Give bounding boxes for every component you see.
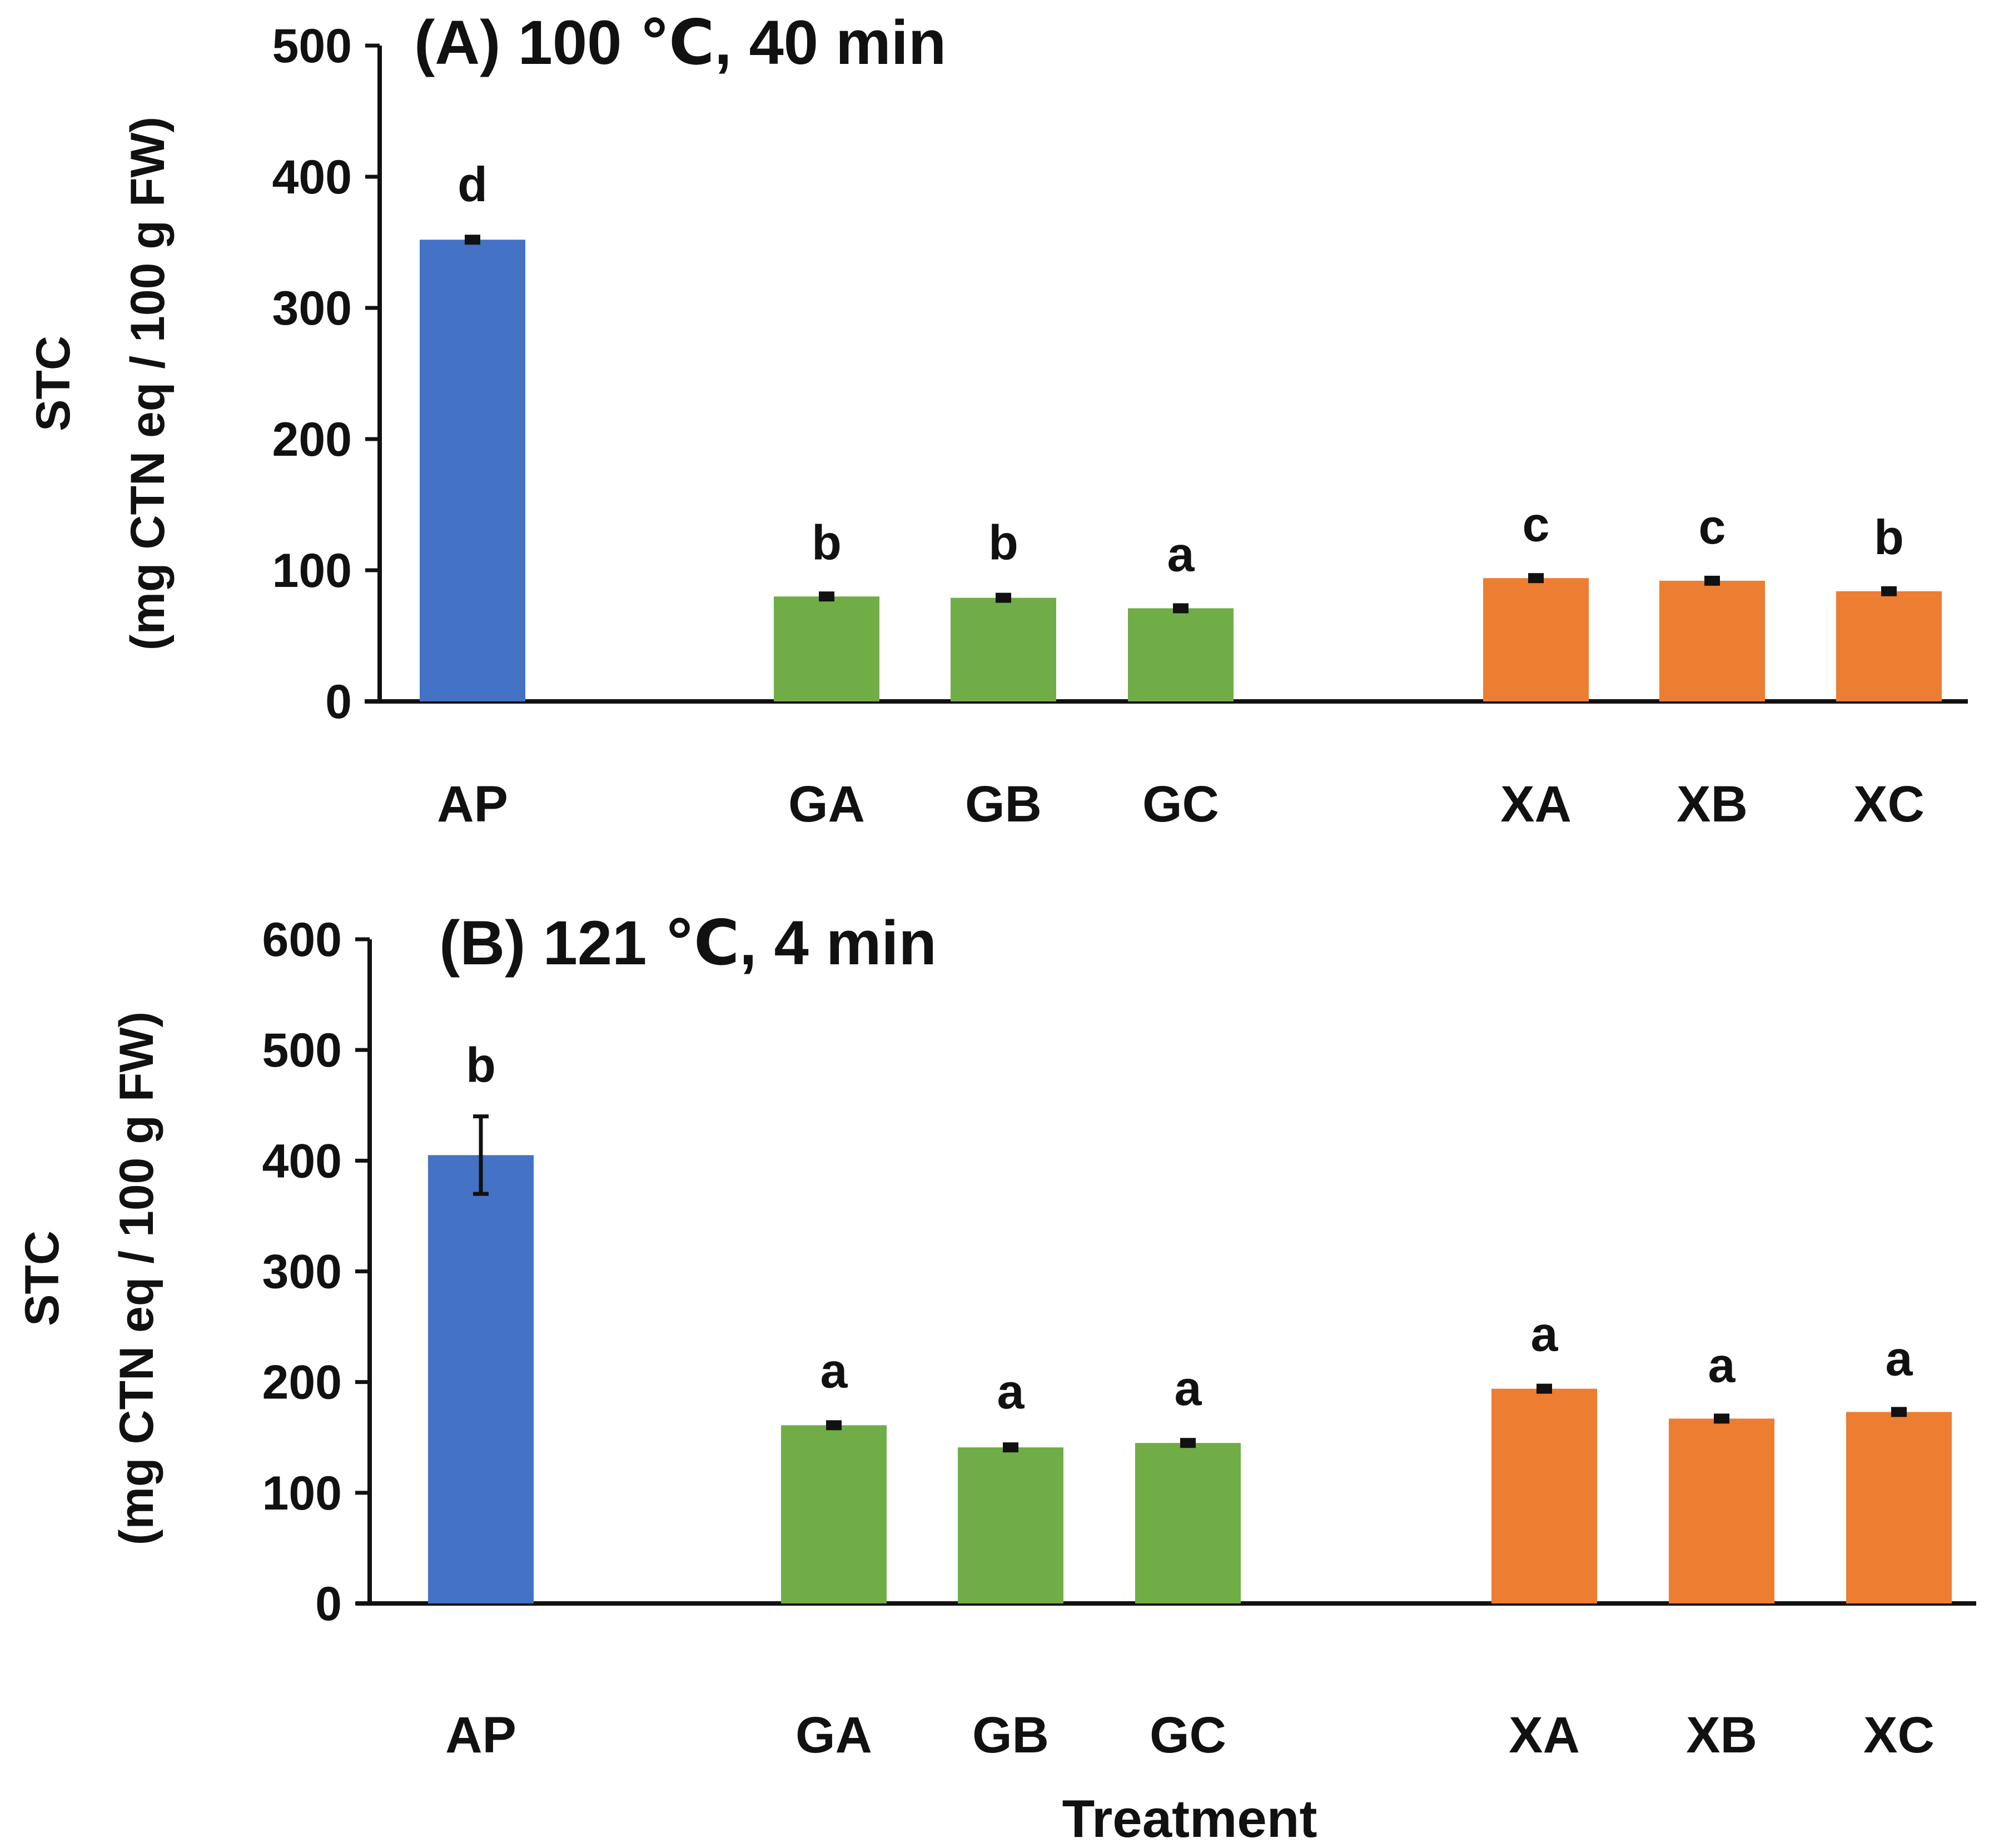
bar-ga <box>781 1425 887 1603</box>
significance-label-gb: a <box>997 1364 1025 1419</box>
y-tick-label: 0 <box>325 675 352 729</box>
error-bar-cap <box>1003 1442 1018 1453</box>
y-tick-label: 400 <box>262 1134 342 1188</box>
x-tick-label-xc: XC <box>1863 1707 1935 1764</box>
y-tick-label: 300 <box>262 1246 342 1299</box>
x-tick-label-xc: XC <box>1853 776 1925 833</box>
chart-panel-a: (A) 100 ℃, 40 min STC (mg CTN eq / 100 g… <box>27 8 1968 833</box>
y-axis-title-line-1: STC <box>16 1231 69 1326</box>
x-tick-label-ga: GA <box>795 1707 872 1764</box>
bar-ga <box>774 596 879 701</box>
x-tick-label-ga: GA <box>788 776 865 833</box>
bar-gb <box>951 597 1056 701</box>
error-bar-gb <box>1003 1442 1018 1453</box>
error-bar-cap <box>1180 1438 1196 1448</box>
error-bar-cap <box>819 591 834 602</box>
error-bar-xc <box>1891 1407 1907 1417</box>
x-tick-label-gb: GB <box>972 1707 1049 1764</box>
bar-gc <box>1135 1443 1241 1603</box>
bar-xb <box>1659 580 1765 701</box>
x-tick-label-xb: XB <box>1677 776 1748 833</box>
x-tick-label-xa: XA <box>1509 1707 1580 1764</box>
bar-xa <box>1491 1388 1597 1603</box>
error-bar-gc <box>1173 603 1189 614</box>
significance-label-xc: b <box>1874 510 1904 565</box>
bar-xb <box>1669 1418 1774 1603</box>
bar-xc <box>1846 1412 1952 1603</box>
x-tick-label-xa: XA <box>1500 776 1572 833</box>
chart-title: (A) 100 ℃, 40 min <box>414 8 946 77</box>
x-tick-label-gc: GC <box>1142 776 1219 833</box>
error-bar-ga <box>819 591 834 602</box>
y-tick-label: 500 <box>262 1024 342 1077</box>
x-tick-label-gb: GB <box>965 776 1042 833</box>
y-tick-label: 0 <box>315 1577 342 1631</box>
error-bar-cap <box>1528 573 1544 584</box>
y-tick-label: 600 <box>262 913 342 967</box>
y-tick-label: 200 <box>272 413 352 466</box>
error-bar-xc <box>1881 586 1897 596</box>
y-tick-label: 200 <box>262 1356 342 1409</box>
error-bar-cap <box>1173 603 1189 614</box>
bar-gc <box>1128 608 1234 701</box>
bar-xc <box>1836 591 1942 701</box>
error-bar-cap <box>1536 1383 1552 1394</box>
y-axis-title-line-2: (mg CTN eq / 100 g FW) <box>110 1012 163 1545</box>
y-axis-title-line-1: STC <box>27 336 80 431</box>
error-bar-cap <box>1704 575 1720 586</box>
bar-ap <box>420 240 525 701</box>
significance-label-ga: b <box>812 515 842 570</box>
x-tick-label-xb: XB <box>1686 1707 1757 1764</box>
x-tick-label-ap: AP <box>445 1707 516 1764</box>
x-tick-label-gc: GC <box>1150 1707 1226 1764</box>
y-tick-label: 100 <box>272 544 352 597</box>
y-tick-label: 500 <box>272 19 352 73</box>
significance-label-ap: b <box>466 1038 496 1093</box>
error-bar-gc <box>1180 1438 1196 1448</box>
x-tick-label-ap: AP <box>437 776 508 833</box>
y-axis-title-line-2: (mg CTN eq / 100 g FW) <box>121 117 175 650</box>
significance-label-xc: a <box>1886 1331 1913 1386</box>
error-bar-cap <box>1891 1407 1907 1417</box>
error-bar-xb <box>1704 575 1720 586</box>
error-bar-cap <box>465 235 480 245</box>
significance-label-xa: a <box>1531 1307 1559 1362</box>
error-bar-xb <box>1714 1413 1729 1424</box>
y-tick-label: 100 <box>262 1467 342 1520</box>
error-bar-cap <box>1714 1413 1729 1424</box>
significance-label-xb: a <box>1708 1337 1736 1392</box>
x-axis-title: Treatment <box>1062 1789 1317 1848</box>
y-tick-label: 400 <box>272 151 352 204</box>
significance-label-gc: a <box>1167 527 1195 582</box>
significance-label-ga: a <box>821 1343 848 1398</box>
bar-xa <box>1483 578 1589 701</box>
chart-panel-b: (B) 121 ℃, 4 min STC (mg CTN eq / 100 g … <box>16 908 1976 1764</box>
error-bar-cap <box>826 1420 842 1431</box>
significance-label-gb: b <box>988 515 1018 570</box>
y-tick-label: 300 <box>272 282 352 335</box>
error-bar-cap <box>996 592 1011 603</box>
error-bar-ga <box>826 1420 842 1431</box>
chart-title: (B) 121 ℃, 4 min <box>439 908 937 978</box>
significance-label-ap: d <box>458 157 488 212</box>
error-bar-ap <box>473 1114 489 1196</box>
error-bar-xa <box>1528 573 1544 584</box>
error-bar-cap <box>1881 586 1897 596</box>
bar-ap <box>428 1155 534 1603</box>
bar-gb <box>958 1447 1063 1603</box>
error-bar-xa <box>1536 1383 1552 1394</box>
significance-label-xb: c <box>1699 499 1726 554</box>
error-bar-ap <box>465 235 480 245</box>
significance-label-xa: c <box>1523 496 1550 551</box>
significance-label-gc: a <box>1175 1361 1202 1416</box>
error-bar-gb <box>996 592 1011 603</box>
